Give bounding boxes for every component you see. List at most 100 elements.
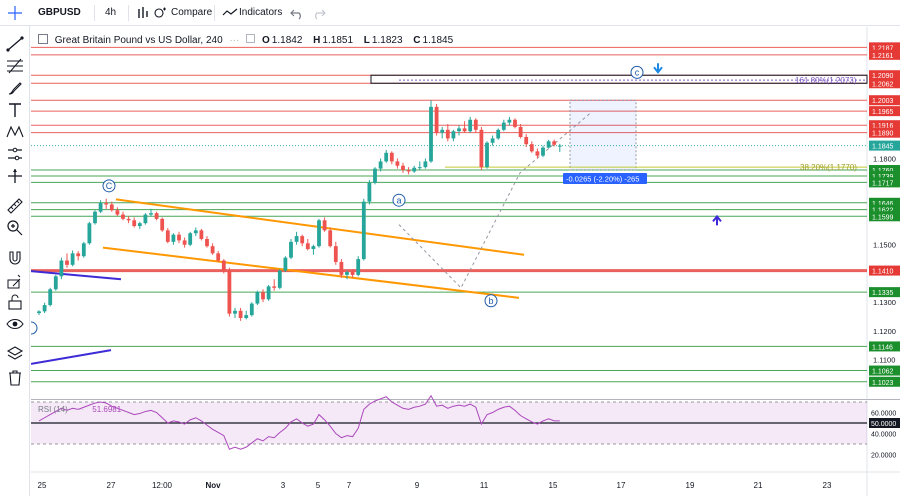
candle-body: [160, 218, 165, 231]
candle-body: [261, 292, 265, 300]
top-toolbar: GBPUSD 4h Compare Indicators: [0, 0, 900, 26]
price-level-tag: [869, 127, 900, 138]
chart-style-icon[interactable]: [136, 0, 150, 26]
compare-button[interactable]: Compare: [171, 7, 213, 18]
candle-body: [305, 243, 310, 250]
ohlc-low: L 1.1823: [363, 35, 403, 46]
time-axis-label: 17: [617, 481, 626, 490]
price-level-tag: [869, 365, 900, 376]
candle-body: [149, 213, 153, 215]
candle-body: [417, 167, 422, 169]
candle-body: [473, 119, 478, 130]
rsi-axis-label: 40.0000: [871, 432, 896, 439]
candle-body: [177, 234, 181, 241]
price-chart[interactable]: -0.0265 (-2.20%) -265 161.80%(1.2073) 38.2…: [24, 27, 900, 496]
measure-label: -0.0265 (-2.20%) -265: [566, 175, 639, 184]
candle-body: [513, 119, 517, 127]
candle-body: [37, 311, 41, 314]
interval-selector[interactable]: 4h: [105, 7, 117, 18]
candle-body: [440, 129, 445, 133]
settings-icon[interactable]: ···: [229, 35, 240, 46]
price-level-label: 1.2187: [872, 45, 894, 52]
candle-body: [529, 144, 534, 152]
ruler-icon[interactable]: [5, 196, 25, 216]
rsi-line: [38, 394, 560, 450]
eye-icon[interactable]: [5, 314, 25, 334]
time-axis-label: 27: [107, 481, 116, 490]
toolbar-divider: [128, 5, 129, 21]
candle-body: [423, 161, 428, 168]
wave-label-c: c: [635, 68, 640, 78]
magnet-icon[interactable]: [5, 248, 25, 268]
zoom-icon[interactable]: [5, 218, 25, 238]
candle-body: [121, 214, 125, 219]
symbol-search[interactable]: GBPUSD: [38, 7, 81, 18]
candle-body: [70, 253, 75, 265]
crosshair-icon[interactable]: [4, 0, 26, 26]
candle-body: [289, 241, 293, 258]
pattern-icon[interactable]: [5, 122, 25, 142]
price-scale-label: 1.1500: [873, 241, 896, 250]
price-level-tag: [869, 70, 900, 81]
candle-body: [81, 243, 86, 257]
undo-icon[interactable]: [290, 0, 304, 26]
layers-icon[interactable]: [5, 344, 25, 364]
rsi-dots[interactable]: ···: [76, 405, 85, 414]
fib-extension-box: [370, 74, 868, 84]
candle-body: [266, 286, 271, 300]
ohlc-high: H 1.1851: [313, 35, 354, 46]
visibility-icon[interactable]: [246, 34, 256, 43]
candle-body: [210, 246, 215, 254]
cursor-icon[interactable]: [5, 166, 25, 186]
price-level-tag: [869, 265, 900, 276]
candle-body: [367, 182, 372, 202]
time-axis-label: 15: [549, 481, 558, 490]
candle-body: [233, 310, 237, 314]
candle-body: [300, 236, 305, 244]
candle-body: [132, 220, 137, 227]
price-level-tag: [869, 49, 900, 60]
legend-collapse-icon[interactable]: [38, 34, 48, 44]
price-level-tag: [869, 171, 900, 182]
chart-legend: Great Britain Pound vs US Dollar, 240 ··…: [38, 34, 461, 46]
price-level-label: 1.1890: [872, 131, 894, 138]
indicators-icon[interactable]: [222, 0, 238, 26]
price-level-tag: [869, 78, 900, 89]
candle-body: [59, 260, 64, 277]
lock-icon[interactable]: [5, 292, 25, 312]
candle-body: [249, 303, 254, 316]
price-level-tag: [869, 42, 900, 53]
candle-body: [350, 272, 355, 275]
ohlc-close: C 1.1845: [413, 35, 454, 46]
compare-icon[interactable]: [152, 0, 168, 26]
trend-line-icon[interactable]: [5, 34, 25, 54]
candle-body: [317, 220, 321, 247]
time-axis-label: 11: [480, 481, 489, 490]
chart-area[interactable]: -0.0265 (-2.20%) -265 161.80%(1.2073) 38.2…: [24, 27, 900, 496]
indicators-button[interactable]: Indicators: [239, 7, 283, 18]
brush-icon[interactable]: [5, 78, 25, 98]
prediction-icon[interactable]: [5, 144, 25, 164]
candle-body: [535, 151, 540, 156]
candle-body: [434, 106, 439, 133]
toolbar-divider: [94, 5, 95, 21]
lock-drawing-icon[interactable]: [5, 270, 25, 290]
text-tool-icon[interactable]: [5, 100, 25, 120]
candle-body: [401, 165, 405, 171]
fib-retracement-icon[interactable]: [5, 56, 25, 76]
time-axis-label: 12:00: [152, 481, 173, 490]
redo-icon[interactable]: [312, 0, 326, 26]
candle-body: [48, 289, 53, 306]
candle-body: [507, 119, 512, 123]
wave-label-C: C: [106, 181, 113, 191]
channel-lower-line: [102, 246, 520, 299]
candle-body: [76, 253, 81, 257]
candle-body: [205, 238, 209, 247]
price-level-tag: [869, 211, 900, 222]
trash-icon[interactable]: [5, 368, 25, 388]
down-arrow-icon: [653, 63, 663, 74]
candle-body: [53, 276, 58, 290]
price-level-label: 1.1845: [872, 144, 894, 151]
candle-body: [272, 286, 277, 288]
rsi-value-tag: [869, 418, 900, 428]
